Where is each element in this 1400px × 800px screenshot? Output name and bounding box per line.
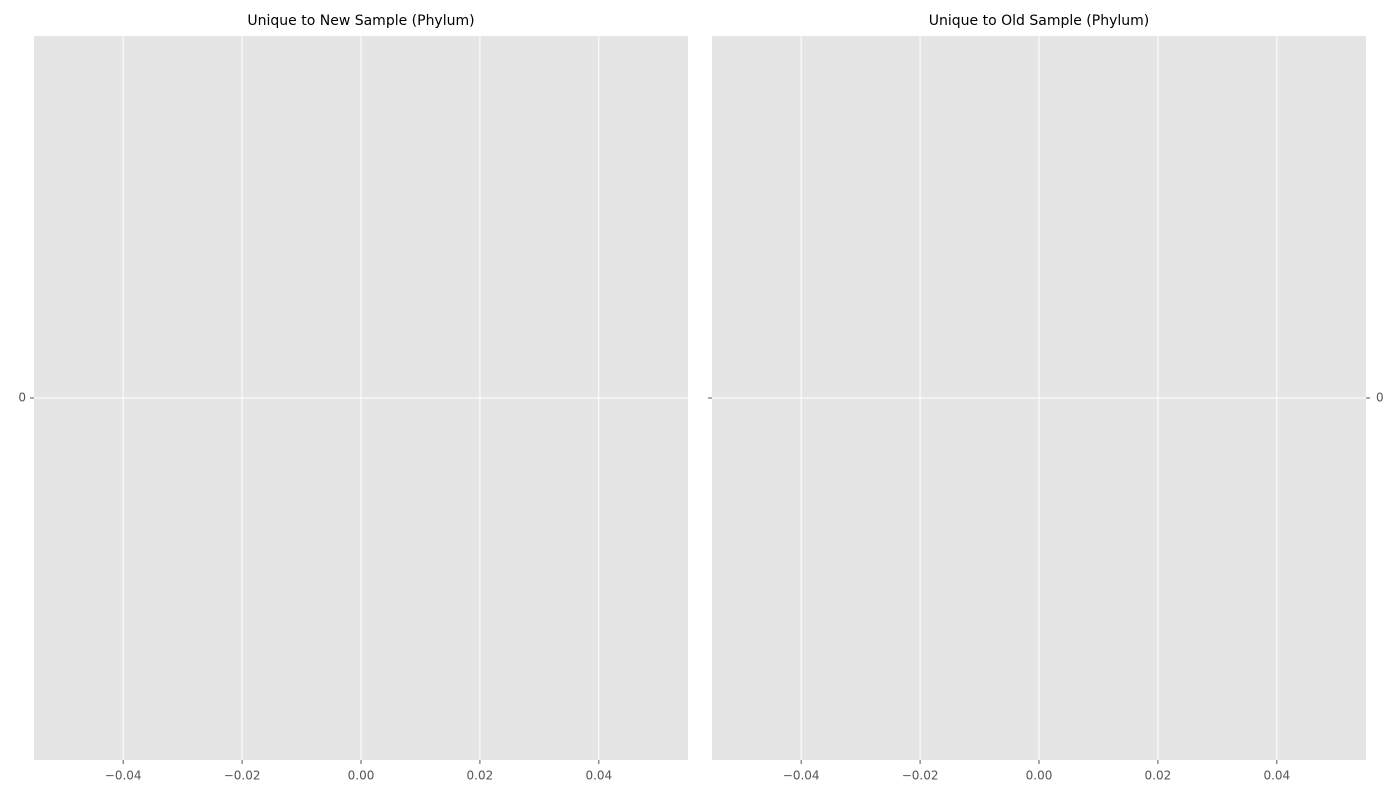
x-tick-label: −0.02 (224, 769, 261, 783)
x-tick-label: −0.04 (105, 769, 142, 783)
y-tick-label: 0 (18, 391, 26, 405)
x-tick-label: 0.02 (1145, 769, 1172, 783)
x-tick-label: −0.02 (902, 769, 939, 783)
chart-title: Unique to New Sample (Phylum) (247, 13, 474, 29)
chart-title: Unique to Old Sample (Phylum) (929, 13, 1149, 29)
x-tick-label: −0.04 (783, 769, 820, 783)
x-tick-label: 0.04 (1263, 769, 1290, 783)
x-tick-label: 0.00 (348, 769, 375, 783)
x-tick-label: 0.02 (467, 769, 494, 783)
x-tick-label: 0.04 (585, 769, 612, 783)
x-tick-label: 0.00 (1026, 769, 1053, 783)
y-tick-label: 0 (1376, 391, 1384, 405)
